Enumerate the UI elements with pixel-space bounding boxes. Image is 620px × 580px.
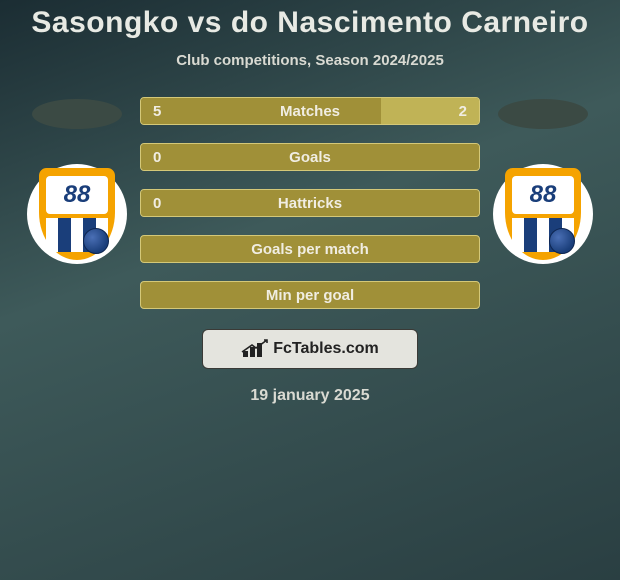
bar-value-left: 0 <box>153 195 161 212</box>
bar-label: Min per goal <box>141 287 479 304</box>
badge-ball-icon <box>83 228 109 254</box>
bar-value-right: 2 <box>459 103 467 120</box>
bar-label: Matches <box>141 103 479 120</box>
stat-bar: Goals0 <box>140 143 480 171</box>
bars-icon <box>241 339 269 359</box>
date-text: 19 january 2025 <box>0 387 620 405</box>
stat-bar: Matches5 2 <box>140 97 480 125</box>
bar-value-left: 5 <box>153 103 161 120</box>
footer-brand-text: FcTables.com <box>273 340 379 358</box>
left-club-badge: 88 <box>27 164 127 264</box>
stat-bar: Min per goal <box>140 281 480 309</box>
right-club-badge: 88 <box>493 164 593 264</box>
bar-label: Goals per match <box>141 241 479 258</box>
badge-inner: 88 <box>39 168 115 260</box>
left-player-shape <box>32 99 122 129</box>
main-row: 88 Matches52Goals0Hattricks0Goals per ma… <box>0 97 620 309</box>
bar-label: Goals <box>141 149 479 166</box>
right-player-shape <box>498 99 588 129</box>
page-title: Sasongko vs do Nascimento Carneiro <box>0 0 620 40</box>
right-player-col: 88 <box>488 97 598 264</box>
bar-label: Hattricks <box>141 195 479 212</box>
badge-number: 88 <box>512 176 574 214</box>
fctables-logo: FcTables.com <box>241 339 379 359</box>
badge-number: 88 <box>46 176 108 214</box>
stat-bar: Hattricks0 <box>140 189 480 217</box>
left-player-col: 88 <box>22 97 132 264</box>
subtitle: Club competitions, Season 2024/2025 <box>0 52 620 69</box>
comparison-container: Sasongko vs do Nascimento Carneiro Club … <box>0 0 620 580</box>
footer-brand-bar: FcTables.com <box>202 329 418 369</box>
stat-bar: Goals per match <box>140 235 480 263</box>
bar-value-left: 0 <box>153 149 161 166</box>
badge-ball-icon <box>549 228 575 254</box>
badge-inner: 88 <box>505 168 581 260</box>
stats-column: Matches52Goals0Hattricks0Goals per match… <box>140 97 480 309</box>
